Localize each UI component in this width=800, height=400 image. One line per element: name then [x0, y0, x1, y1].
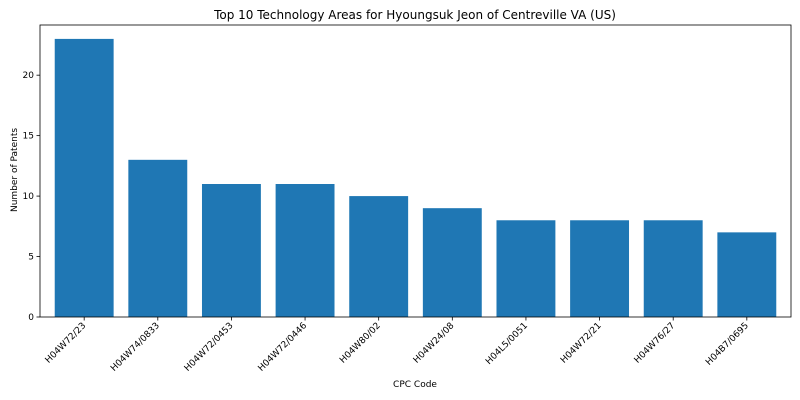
bar — [128, 160, 187, 317]
x-tick-label: H04W74/0833 — [109, 321, 162, 374]
y-tick-label: 10 — [23, 192, 35, 202]
chart-title: Top 10 Technology Areas for Hyoungsuk Je… — [213, 8, 616, 22]
bar — [423, 208, 482, 317]
x-axis-label: CPC Code — [393, 380, 437, 390]
bar — [570, 220, 629, 317]
x-tick-label: H04W72/0446 — [256, 321, 309, 374]
bar — [55, 39, 114, 317]
bar — [496, 220, 555, 317]
y-tick-label: 5 — [28, 253, 34, 263]
x-tick-label: H04L5/0051 — [484, 321, 530, 367]
x-tick-label: H04W24/08 — [412, 321, 457, 366]
y-axis-label: Number of Patents — [10, 128, 20, 212]
x-tick-label: H04W72/21 — [559, 321, 604, 366]
x-tick-label: H04B7/0695 — [704, 321, 751, 368]
x-tick-label: H04W72/0453 — [183, 321, 236, 374]
y-tick-label: 15 — [23, 132, 34, 142]
x-tick-label: H04W80/02 — [338, 321, 383, 366]
bar — [644, 220, 703, 317]
bar — [349, 196, 408, 317]
y-tick-label: 0 — [28, 313, 34, 323]
plot-area: 0 5 10 15 20 H04W72/23 H04W74/0833 H04W72/0453 H… — [23, 25, 791, 374]
bar — [717, 232, 776, 317]
bar — [276, 184, 335, 317]
x-tick-label: H04W72/23 — [44, 321, 89, 366]
x-tick-label: H04W76/27 — [633, 321, 678, 366]
y-tick-label: 20 — [23, 71, 35, 81]
bar — [202, 184, 261, 317]
